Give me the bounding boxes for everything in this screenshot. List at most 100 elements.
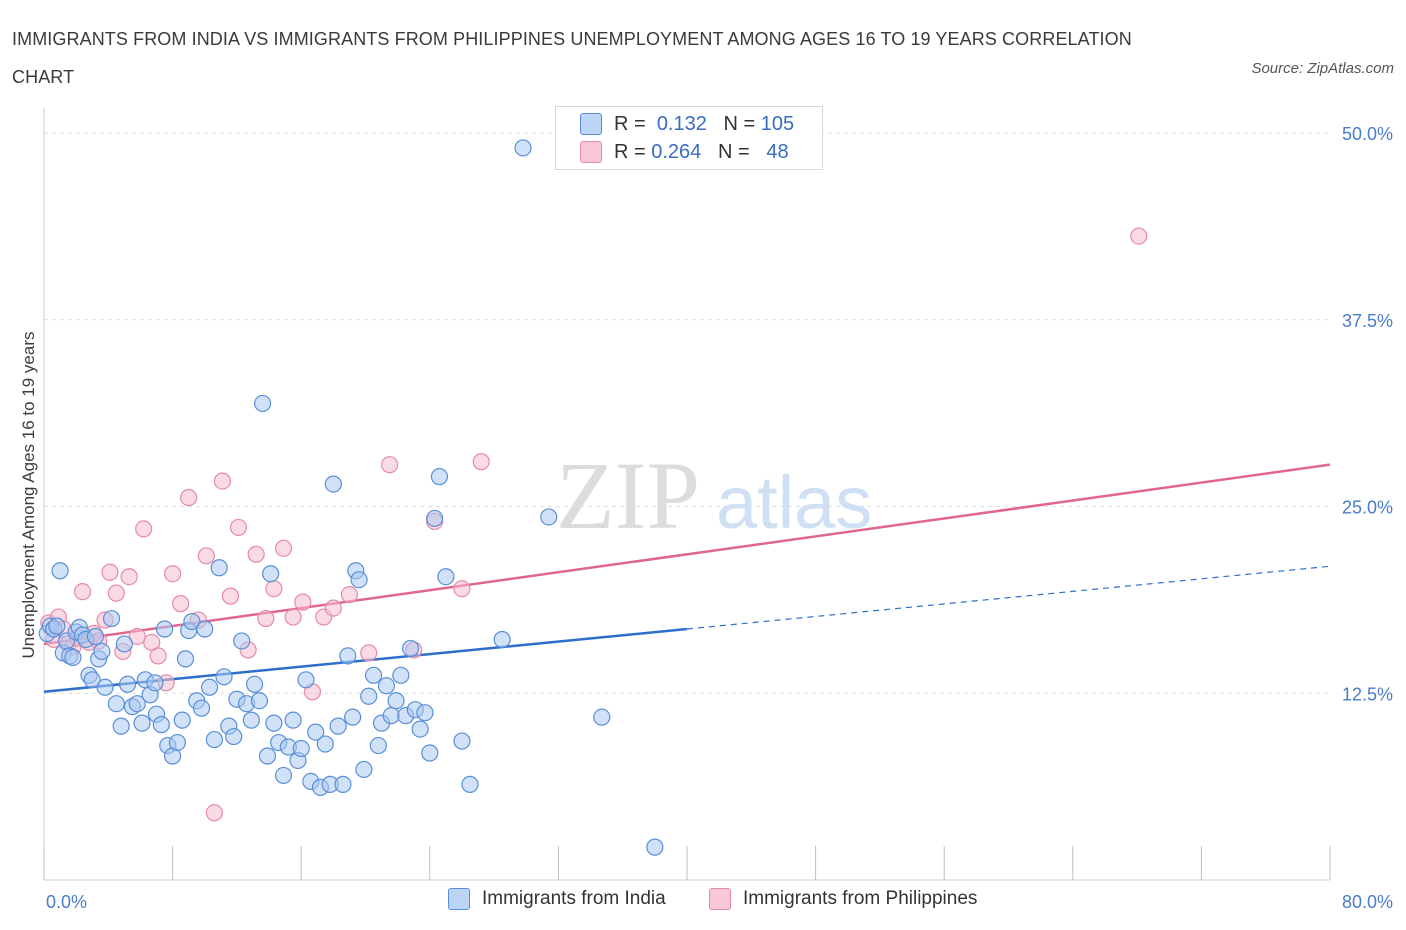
data-points	[38, 139, 1148, 856]
point-philippines	[164, 565, 182, 583]
point-philippines	[360, 644, 378, 662]
legend-swatch-india	[580, 113, 602, 135]
point-philippines	[172, 595, 190, 613]
point-india	[416, 704, 434, 722]
legend-r-label: R =	[614, 140, 646, 163]
chart-title: IMMIGRANTS FROM INDIA VS IMMIGRANTS FROM…	[12, 29, 1132, 87]
point-philippines	[180, 488, 198, 507]
point-india	[339, 647, 357, 665]
point-india	[274, 766, 293, 785]
point-india	[350, 571, 368, 589]
legend-r-india: 0.132	[656, 112, 707, 135]
point-philippines	[205, 804, 223, 822]
point-india	[133, 714, 151, 732]
legend-n-label: N =	[717, 140, 750, 163]
point-india	[183, 612, 201, 631]
trend-line-india-extension	[686, 565, 1331, 630]
legend-r-philippines: 0.264	[651, 140, 702, 163]
point-philippines	[213, 472, 232, 490]
point-india	[115, 635, 133, 653]
point-india	[421, 744, 439, 762]
point-india	[86, 627, 105, 646]
point-india	[205, 730, 223, 749]
point-india	[392, 666, 410, 684]
bottom-legend-label-india: Immigrants from India	[482, 888, 666, 909]
point-philippines	[274, 539, 293, 557]
point-philippines	[472, 453, 490, 471]
point-india	[316, 735, 334, 753]
point-india	[48, 617, 66, 635]
y-tick-label: 12.5%	[1342, 684, 1393, 704]
point-india	[254, 394, 272, 413]
point-philippines	[247, 545, 265, 563]
point-india	[593, 708, 611, 726]
x-tick-label-min: 0.0%	[46, 892, 87, 912]
point-india	[96, 678, 114, 696]
point-philippines	[284, 608, 302, 626]
point-india	[493, 630, 511, 649]
bottom-legend-swatch-philippines	[709, 888, 731, 910]
watermark-atlas: atlas	[716, 461, 872, 544]
point-india	[233, 632, 251, 650]
point-india	[83, 671, 101, 689]
point-india	[355, 760, 373, 779]
point-india	[245, 675, 264, 693]
bottom-legend-philippines: Immigrants from Philippines	[709, 888, 977, 910]
trend-line-philippines	[43, 463, 1331, 646]
y-axis-label: Unemployment Among Ages 16 to 19 years	[19, 332, 38, 659]
x-tick-label-max: 80.0%	[1342, 892, 1393, 912]
watermark: ZIP atlas	[556, 442, 872, 549]
point-india	[196, 620, 214, 638]
point-india	[411, 720, 429, 738]
point-india	[215, 668, 233, 686]
point-india	[382, 707, 400, 725]
point-india	[112, 717, 130, 735]
point-india	[200, 678, 219, 696]
legend-n-label: N =	[723, 112, 756, 135]
point-philippines	[128, 627, 146, 646]
point-india	[284, 711, 302, 729]
grid	[44, 132, 1330, 694]
y-tick-label: 37.5%	[1342, 311, 1393, 331]
point-india	[360, 687, 378, 705]
legend-row-philippines: R = 0.264 N = 48	[580, 139, 789, 165]
bottom-legend-swatch-india	[448, 888, 470, 910]
point-india	[107, 695, 125, 713]
point-philippines	[73, 583, 92, 601]
point-india	[118, 675, 137, 693]
y-tick-label: 50.0%	[1342, 124, 1393, 144]
point-philippines	[265, 580, 283, 598]
point-india	[377, 677, 395, 695]
point-philippines	[257, 609, 275, 628]
point-india	[173, 711, 191, 729]
point-india	[324, 475, 342, 493]
point-india	[307, 723, 325, 741]
point-india	[242, 711, 260, 729]
legend-n-india: 105	[760, 112, 795, 135]
watermark-zip: ZIP	[556, 442, 700, 549]
point-philippines	[229, 518, 248, 537]
point-philippines	[453, 580, 471, 598]
legend-row-india: R = 0.132 N = 105	[580, 111, 794, 137]
point-philippines	[107, 584, 125, 602]
point-india	[401, 639, 420, 658]
point-india	[437, 568, 455, 586]
point-india	[262, 565, 280, 583]
bottom-legend-india: Immigrants from India	[448, 888, 666, 910]
legend: R = 0.132 N = 105 R = 0.264 N = 48	[555, 106, 823, 170]
point-philippines	[221, 587, 240, 605]
point-india	[453, 732, 471, 750]
point-india	[297, 671, 315, 689]
point-india	[51, 562, 69, 580]
point-india	[514, 139, 532, 157]
point-india	[364, 666, 383, 684]
point-india	[461, 775, 479, 793]
point-india	[192, 699, 211, 717]
point-philippines	[324, 599, 342, 617]
point-india	[258, 747, 277, 765]
point-india	[292, 739, 310, 758]
point-philippines	[381, 456, 399, 474]
point-india	[93, 642, 111, 661]
tick-labels: 12.5% 25.0% 37.5% 50.0% 0.0% 80.0%	[46, 124, 1393, 912]
point-philippines	[135, 520, 153, 538]
